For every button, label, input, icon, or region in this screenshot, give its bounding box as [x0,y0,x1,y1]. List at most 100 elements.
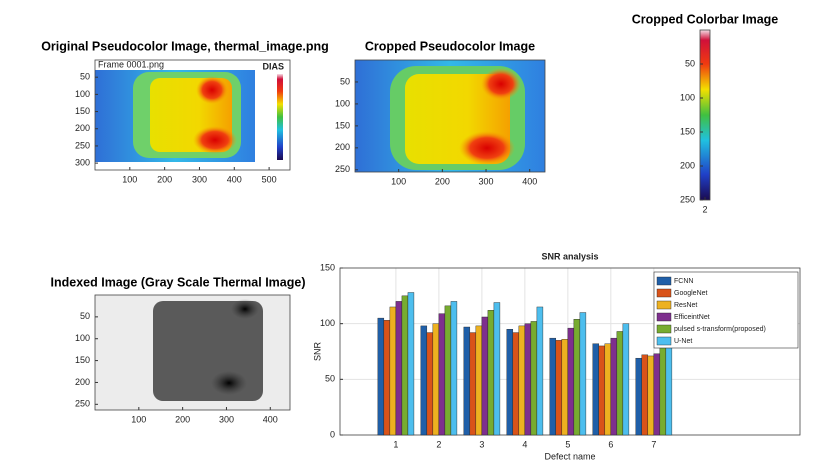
legend-swatch [657,325,671,333]
annotation: DIAS [262,61,284,71]
legend-label: EfficeintNet [674,314,710,321]
bar [421,326,427,435]
legend-label: pulsed s-transform(proposed) [674,326,766,333]
bar [445,306,451,435]
y-tick-label: 150 [335,120,350,130]
image-spot [196,76,228,104]
bar [470,333,476,435]
image-spot [481,68,521,100]
bar [562,339,568,435]
x-tick-label: 200 [435,176,450,186]
y-tick-label: 100 [680,92,695,102]
bar [599,346,605,435]
bar [556,340,562,435]
bar [439,314,445,435]
y-tick-label: 50 [80,72,90,82]
bar [402,296,408,435]
bar [408,292,414,435]
bar [550,338,556,435]
bar [384,320,390,435]
y-tick-label: 250 [335,164,350,174]
bar [433,324,439,435]
bar [507,329,513,435]
x-tick-label: 1 [393,439,398,449]
x-tick-label: 300 [479,176,494,186]
legend-swatch [657,337,671,345]
mini-colorbar [277,74,283,160]
x-tick-label: 5 [565,439,570,449]
x-tick-label: 300 [219,414,234,424]
x-tick-label: 200 [157,174,172,184]
y-axis-label: SNR [312,342,322,362]
bar [611,338,617,435]
bar [537,307,543,435]
y-tick-label: 150 [680,126,695,136]
bar [378,318,384,435]
bar [531,321,537,435]
bar [519,326,525,435]
bar [513,333,519,435]
chart-title: Original Pseudocolor Image, thermal_imag… [41,39,329,53]
y-tick-label: 100 [75,333,90,343]
x-tick-label: 400 [522,176,537,186]
x-tick-label: 6 [608,439,613,449]
x-tick-label: 3 [479,439,484,449]
image-spot [193,126,237,154]
y-tick-label: 100 [75,89,90,99]
image-spot [459,131,515,165]
bar [494,303,500,435]
bar [617,331,623,435]
x-tick-label: 200 [175,414,190,424]
y-tick-label: 50 [80,311,90,321]
y-tick-label: 200 [75,377,90,387]
y-tick-label: 250 [680,194,695,204]
x-tick-label: 7 [651,439,656,449]
legend-label: ResNet [674,302,697,309]
image-spot [231,299,259,319]
bar [654,354,660,435]
bar [574,319,580,435]
colorbar [700,30,710,200]
bar [623,324,629,435]
x-tick-label: 100 [122,174,137,184]
y-tick-label: 0 [330,429,335,439]
bar [636,358,642,435]
image-spot [211,371,247,395]
y-tick-label: 200 [75,123,90,133]
legend-label: GoogleNet [674,290,708,297]
y-tick-label: 150 [75,355,90,365]
figure: 10020030040050050100150200250300Original… [0,0,838,463]
chart-title: SNR analysis [541,251,598,261]
bar [427,333,433,435]
bar [666,339,672,435]
y-tick-label: 50 [325,374,335,384]
x-tick-label: 300 [192,174,207,184]
y-tick-label: 300 [75,158,90,168]
bar [593,344,599,435]
legend-swatch [657,277,671,285]
legend-label: FCNN [674,278,693,285]
y-tick-label: 100 [335,98,350,108]
x-tick-label: 400 [227,174,242,184]
bar [568,328,574,435]
y-tick-label: 150 [320,262,335,272]
chart-title: Cropped Pseudocolor Image [365,39,535,53]
bar [482,317,488,435]
bar [396,301,402,435]
y-tick-label: 50 [685,58,695,68]
bar [660,347,666,435]
y-tick-label: 200 [335,142,350,152]
bar [390,307,396,435]
x-tick-label: 100 [391,176,406,186]
bar [476,326,482,435]
x-tick-label: 2 [702,204,707,214]
bar [580,313,586,435]
chart-title: Indexed Image (Gray Scale Thermal Image) [51,275,306,289]
chart-title: Cropped Colorbar Image [632,12,779,26]
x-tick-label: 500 [262,174,277,184]
legend-label: U-Net [674,338,692,345]
y-tick-label: 250 [75,399,90,409]
x-tick-label: 400 [263,414,278,424]
y-tick-label: 200 [680,160,695,170]
x-tick-label: 100 [131,414,146,424]
